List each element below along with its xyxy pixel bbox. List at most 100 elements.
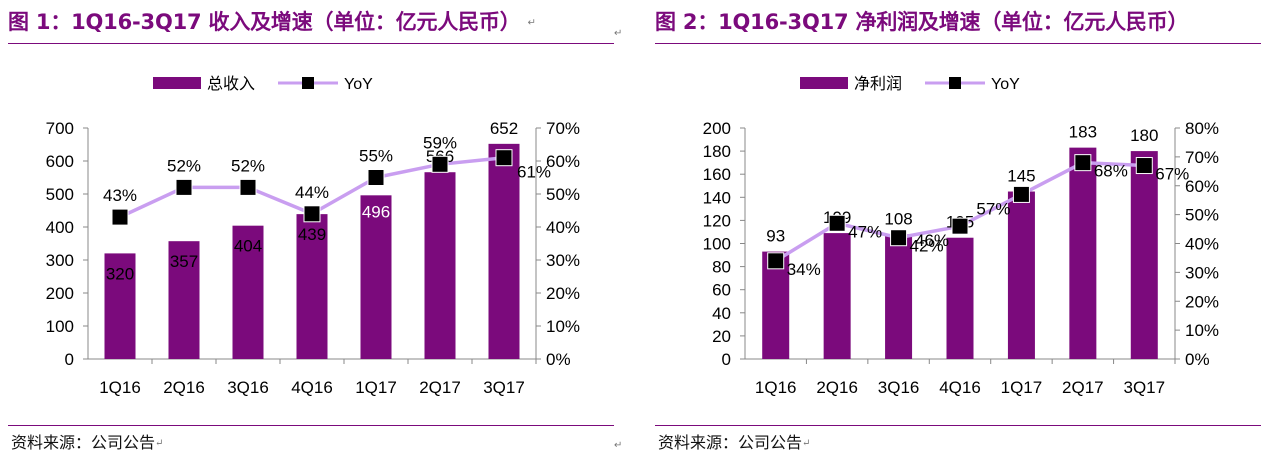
bar-value-label: 183: [1069, 123, 1097, 142]
yoy-value-label: 52%: [231, 156, 265, 175]
yoy-marker: [367, 169, 385, 186]
bar: [885, 234, 913, 359]
bar-value-label: 320: [106, 264, 134, 283]
x-tick-label: 4Q16: [939, 378, 981, 397]
yoy-marker: [767, 252, 785, 270]
legend-swatch-bar: [153, 77, 201, 89]
yoy-value-label: 57%: [976, 199, 1010, 218]
title-divider: [8, 43, 614, 44]
yoy-marker: [1135, 157, 1153, 175]
bar: [1069, 147, 1097, 359]
yoy-value-label: 42%: [910, 237, 944, 256]
y-right-tick-label: 60%: [546, 152, 580, 171]
bar: [232, 225, 264, 359]
yoy-marker: [951, 217, 969, 235]
y-left-tick-label: 120: [703, 211, 731, 230]
y-left-tick-label: 60: [712, 281, 731, 300]
x-tick-label: 2Q16: [163, 378, 205, 397]
x-tick-label: 1Q17: [1001, 378, 1043, 397]
footer-divider: [8, 425, 614, 426]
yoy-value-label: 43%: [103, 186, 137, 205]
footer-divider: [655, 425, 1261, 426]
chart-title: 图 2：1Q16-3Q17 净利润及增速（单位：亿元人民币）: [655, 10, 1189, 34]
y-right-tick-label: 40%: [1185, 235, 1219, 254]
y-right-tick-label: 70%: [546, 119, 580, 138]
yoy-marker: [111, 208, 129, 226]
bar-value-label: 439: [298, 225, 326, 244]
bar: [424, 172, 456, 359]
x-tick-label: 1Q17: [355, 378, 397, 397]
yoy-value-label: 61%: [517, 163, 551, 182]
bar-value-label: 496: [362, 202, 390, 221]
y-right-tick-label: 10%: [546, 317, 580, 336]
x-tick-label: 4Q16: [291, 378, 333, 397]
y-left-tick-label: 700: [46, 119, 74, 138]
y-right-tick-label: 30%: [1185, 263, 1219, 282]
bar: [1007, 191, 1035, 359]
yoy-value-label: 34%: [787, 260, 821, 279]
legend-label-bar: 总收入: [207, 75, 255, 93]
y-right-tick-label: 40%: [546, 218, 580, 237]
yoy-marker: [303, 205, 321, 223]
bar-value-label: 108: [884, 209, 912, 228]
y-left-tick-label: 400: [46, 218, 74, 237]
y-left-tick-label: 600: [46, 152, 74, 171]
y-right-tick-label: 0%: [546, 350, 571, 369]
y-right-tick-label: 50%: [546, 185, 580, 204]
y-right-tick-label: 50%: [1185, 206, 1219, 225]
bar: [168, 241, 200, 359]
legend-label-bar: 净利润: [854, 75, 902, 93]
yoy-value-label: 52%: [167, 156, 201, 175]
paragraph-mark: ↵: [802, 438, 811, 449]
y-left-tick-label: 0: [65, 350, 74, 369]
bar-value-label: 404: [234, 237, 262, 256]
bar: [488, 143, 520, 359]
yoy-value-label: 55%: [359, 147, 393, 166]
x-tick-label: 3Q16: [227, 378, 269, 397]
y-left-tick-label: 40: [712, 304, 731, 323]
legend-marker: [949, 77, 961, 89]
y-left-tick-label: 300: [46, 251, 74, 270]
chart-canvas: 净利润 YoY 0 20 40 60 80 100 120 140 160 180 200 0% 10% 20…: [703, 75, 1219, 397]
paragraph-mark: ↵: [155, 438, 164, 449]
y-right-tick-label: 30%: [546, 251, 580, 270]
x-tick-label: 3Q17: [1123, 378, 1165, 397]
yoy-marker: [431, 155, 449, 173]
x-tick-label: 3Q16: [878, 378, 920, 397]
x-tick-label: 2Q16: [816, 378, 858, 397]
x-tick-label: 1Q16: [755, 378, 797, 397]
y-right-tick-label: 70%: [1185, 148, 1219, 167]
legend-label-line: YoY: [344, 76, 373, 93]
y-left-tick-label: 100: [46, 317, 74, 336]
bar: [762, 251, 790, 359]
yoy-value-label: 59%: [423, 133, 457, 152]
y-right-tick-label: 10%: [1185, 321, 1219, 340]
bar-value-label: 652: [490, 119, 518, 138]
bar-value-label: 93: [766, 227, 785, 246]
y-right-tick-label: 60%: [1185, 177, 1219, 196]
bar: [823, 233, 851, 359]
yoy-value-label: 46%: [915, 231, 949, 250]
yoy-value-label: 47%: [848, 222, 882, 241]
y-left-tick-label: 200: [703, 119, 731, 138]
y-left-tick-label: 0: [722, 350, 731, 369]
legend-label-line: YoY: [991, 76, 1020, 93]
legend-swatch-bar: [800, 77, 848, 89]
bar-value-label: 180: [1130, 126, 1158, 145]
x-tick-label: 2Q17: [1062, 378, 1104, 397]
y-right-tick-label: 20%: [1185, 292, 1219, 311]
yoy-value-label: 44%: [295, 183, 329, 202]
bar: [104, 253, 136, 359]
y-left-tick-label: 20: [712, 327, 731, 346]
chart-title: 图 1：1Q16-3Q17 收入及增速（单位：亿元人民币） ↵: [8, 10, 536, 34]
yoy-marker: [1074, 154, 1092, 172]
bar-value-label: 357: [170, 252, 198, 271]
title-divider: [655, 43, 1261, 44]
yoy-marker: [175, 178, 193, 196]
x-tick-label: 2Q17: [419, 378, 461, 397]
paragraph-mark: ↵: [614, 28, 623, 39]
yoy-marker: [890, 229, 908, 247]
y-left-tick-label: 500: [46, 185, 74, 204]
yoy-marker: [495, 149, 513, 167]
bar: [296, 214, 328, 359]
